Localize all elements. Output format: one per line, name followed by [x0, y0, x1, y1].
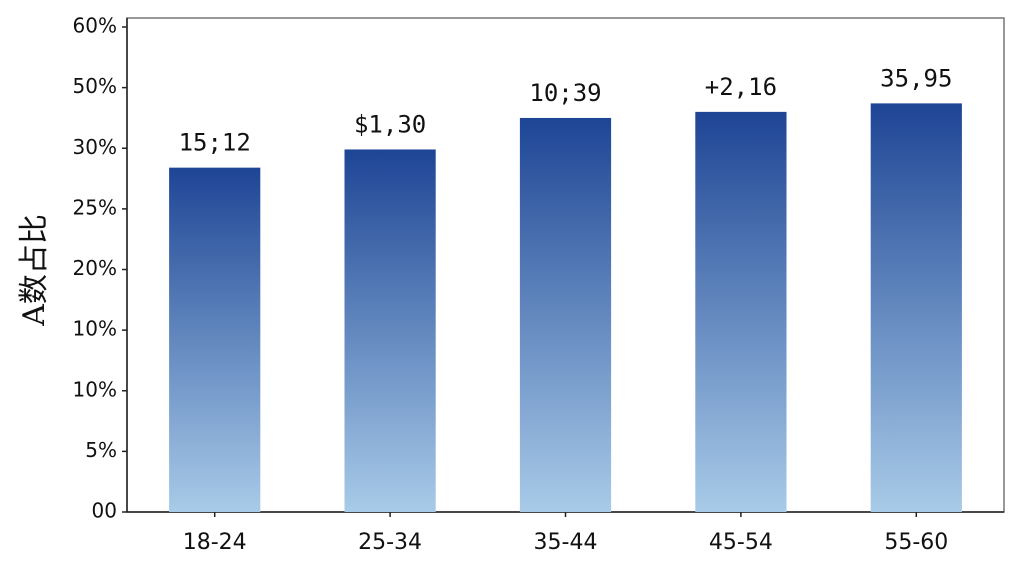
y-tick-label: 00: [92, 499, 117, 523]
y-tick-label: 50%: [73, 74, 117, 98]
annotation: 15;12: [179, 129, 251, 157]
y-tick-label: 30%: [73, 135, 117, 159]
y-tick-label: 5%: [85, 438, 117, 462]
y-tick-label: 25%: [73, 195, 117, 219]
y-tick-label: 10%: [73, 317, 117, 341]
y-tick-label: 60%: [73, 14, 117, 38]
annotation: +2,16: [705, 73, 777, 101]
bar: [695, 111, 787, 512]
x-tick-label: 25-34: [358, 530, 422, 555]
y-axis-label: A数占比: [17, 214, 52, 327]
y-tick-label: 20%: [73, 256, 117, 280]
x-tick-label: 45-54: [709, 530, 773, 555]
bar: [870, 103, 962, 512]
y-tick-label: 10%: [73, 377, 117, 401]
x-tick-label: 55-60: [884, 530, 948, 555]
annotation: 10;39: [529, 79, 601, 107]
bar: [519, 117, 612, 512]
annotation: 35,95: [880, 64, 952, 92]
bar: [344, 149, 436, 512]
bar: [169, 167, 261, 512]
x-tick-label: 18-24: [183, 530, 247, 555]
annotation: $1,30: [354, 110, 426, 138]
x-tick-label: 35-44: [534, 530, 598, 555]
